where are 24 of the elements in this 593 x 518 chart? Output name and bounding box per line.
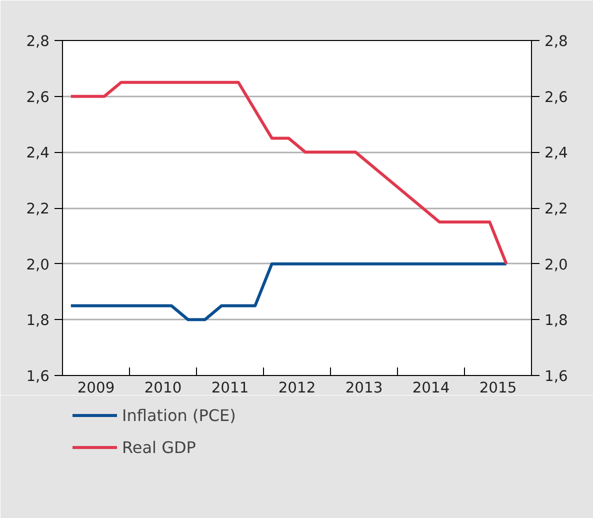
y2-tick-label: 2,0 <box>544 256 568 274</box>
line-series <box>69 80 508 266</box>
y2-tick-label: 2,2 <box>544 200 568 218</box>
y-tick-label: 2,0 <box>26 256 50 274</box>
y-tick-label: 1,6 <box>26 368 50 385</box>
x-tick-label: 2010 <box>144 380 182 396</box>
x-tick-label: 2011 <box>211 380 249 396</box>
y-tick-label: 2,4 <box>26 144 50 162</box>
y2-tick-label: 1,8 <box>544 312 568 330</box>
y2-tick-label: 2,6 <box>544 88 568 106</box>
y-tick-label: 2,6 <box>26 88 50 106</box>
x-tick-label: 2012 <box>278 380 316 396</box>
x-tick-label: 2013 <box>345 380 383 396</box>
y2-tick-label: 2,8 <box>544 33 568 50</box>
y-tick-label: 1,8 <box>26 312 50 330</box>
x-tick-label: 2014 <box>412 380 450 396</box>
y-tick-label: 2,8 <box>26 33 50 50</box>
y2-tick-label: 2,4 <box>544 144 568 162</box>
legend-label: Real GDP <box>122 438 196 456</box>
y2-tick-label: 1,6 <box>544 368 568 385</box>
x-tick-label: 2009 <box>77 380 115 396</box>
legend-label: Inflation (PCE) <box>122 406 236 424</box>
x-tick-label: 2015 <box>479 380 517 396</box>
y-tick-label: 2,2 <box>26 200 50 218</box>
